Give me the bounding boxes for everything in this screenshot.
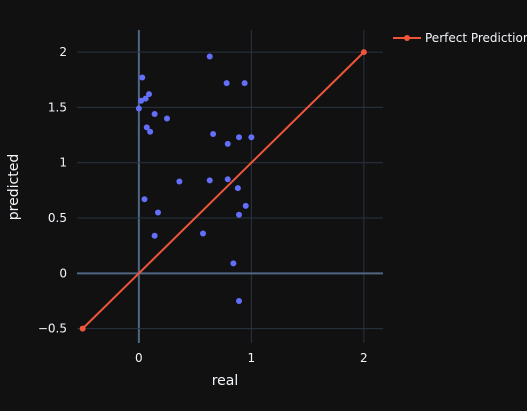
scatter-point[interactable] <box>151 232 158 239</box>
scatter-point[interactable] <box>224 176 231 183</box>
scatter-point[interactable] <box>200 230 206 237</box>
scatter-point[interactable] <box>151 111 158 118</box>
legend[interactable]: Perfect Prediction <box>393 31 527 45</box>
perfect-prediction-line <box>81 51 365 330</box>
scatter-point[interactable] <box>248 134 255 141</box>
scatter-point[interactable] <box>223 80 230 87</box>
x-tick-label: 2 <box>360 351 368 365</box>
scatter-point[interactable] <box>236 211 242 218</box>
scatter-point[interactable] <box>230 260 237 267</box>
scatter-point[interactable] <box>206 177 213 184</box>
scatter-point[interactable] <box>224 140 231 147</box>
scatter-point[interactable] <box>236 134 242 141</box>
scatter-point[interactable] <box>141 196 148 203</box>
x-tick-label: 1 <box>248 351 256 365</box>
scatter-point[interactable] <box>242 202 249 209</box>
x-axis-title: real <box>212 373 239 389</box>
y-tick-label: 0 <box>59 266 67 280</box>
scatter-point[interactable] <box>241 80 248 87</box>
scatter-point[interactable] <box>147 128 154 135</box>
y-tick-label: 2 <box>59 45 67 59</box>
scatter-point[interactable] <box>139 74 146 81</box>
plot-area <box>79 49 367 332</box>
y-tick-label: −0.5 <box>38 322 67 336</box>
scatter-point[interactable] <box>176 178 183 185</box>
perfect-prediction-point[interactable] <box>79 325 86 332</box>
scatter-point[interactable] <box>155 209 161 216</box>
axis-ticks: 0 1 2 −0.5 0 0.5 1 1.5 2 <box>38 45 368 365</box>
scatter-point[interactable] <box>164 115 170 122</box>
y-tick-label: 1.5 <box>48 100 67 114</box>
scatter-point[interactable] <box>135 105 142 112</box>
y-tick-label: 1 <box>59 156 67 170</box>
scatter-point[interactable] <box>234 185 241 192</box>
scatter-point[interactable] <box>143 124 150 131</box>
scatter-point[interactable] <box>210 130 217 137</box>
legend-label[interactable]: Perfect Prediction <box>425 31 527 45</box>
scatter-point[interactable] <box>236 297 242 304</box>
y-axis-title: predicted <box>6 154 22 220</box>
y-tick-label: 0.5 <box>48 211 67 225</box>
perfect-prediction-point[interactable] <box>360 49 367 56</box>
scatter-point[interactable] <box>142 95 149 102</box>
scatter-point[interactable] <box>146 91 152 98</box>
scatter-point[interactable] <box>138 97 145 104</box>
scatter-point[interactable] <box>206 53 213 60</box>
legend-marker-icon <box>404 35 410 41</box>
x-tick-label: 0 <box>135 351 143 365</box>
grid-lines <box>77 30 383 343</box>
